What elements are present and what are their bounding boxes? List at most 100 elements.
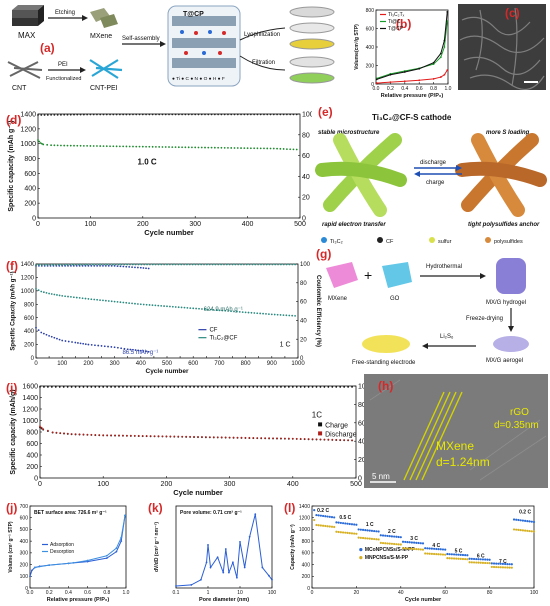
y-tick-label: 400 xyxy=(20,539,29,545)
data-point xyxy=(56,337,58,340)
data-point xyxy=(116,300,119,303)
data-point xyxy=(430,552,433,555)
data-point xyxy=(291,314,294,317)
data-point xyxy=(227,113,229,116)
x-tick-label: 0 xyxy=(311,590,314,596)
data-point xyxy=(267,574,270,577)
data-point xyxy=(530,530,533,533)
data-point xyxy=(72,561,75,564)
data-point xyxy=(461,553,465,557)
data-point xyxy=(66,144,69,147)
rate-label: 0.2 C xyxy=(317,508,329,514)
data-point xyxy=(233,310,235,313)
label-self-assembly: Self-assembly xyxy=(122,36,160,42)
data-point xyxy=(415,548,418,551)
legend-cf: CF xyxy=(386,239,394,245)
data-point xyxy=(142,267,145,269)
data-point xyxy=(96,298,99,301)
panel-e-legend: Ti₃C₂ CF sulfur polysulfides xyxy=(321,237,523,245)
data-point xyxy=(446,552,449,556)
data-point xyxy=(271,263,274,266)
data-point xyxy=(295,437,298,440)
data-point xyxy=(194,113,197,116)
data-point xyxy=(361,536,365,540)
x-tick-label: 500 xyxy=(350,481,362,488)
data-point xyxy=(418,67,421,70)
data-point xyxy=(470,561,473,564)
data-point xyxy=(46,143,49,146)
data-point xyxy=(331,386,334,388)
rate-label: 5 C xyxy=(455,548,463,554)
data-point xyxy=(243,113,246,116)
data-point xyxy=(40,114,43,116)
data-point xyxy=(42,143,45,146)
legend-label: Ti₃C₂Tₓ xyxy=(388,12,405,18)
data-point xyxy=(40,331,43,334)
data-point xyxy=(132,113,134,116)
data-point xyxy=(125,301,128,304)
data-point xyxy=(344,531,347,534)
data-point xyxy=(459,553,462,556)
data-point xyxy=(126,434,128,437)
data-point xyxy=(168,146,170,148)
data-point xyxy=(452,557,456,560)
rate-label: 0.5 C xyxy=(339,515,351,521)
panel-h: (h) rGO d=0.35nm MXene d=1.24nm 5 nm xyxy=(364,374,548,488)
data-point xyxy=(432,78,435,80)
y-tick-label: 200 xyxy=(24,343,35,349)
data-point xyxy=(419,542,422,545)
data-point xyxy=(105,557,108,560)
data-point xyxy=(58,294,61,297)
data-point xyxy=(488,558,491,561)
data-point xyxy=(43,386,45,388)
data-point xyxy=(386,534,389,538)
data-point xyxy=(166,305,168,308)
data-point xyxy=(512,518,516,521)
data-point xyxy=(118,113,121,116)
data-point xyxy=(481,561,485,564)
label-free-standing-electrode: Free-standing electrode xyxy=(352,360,416,366)
data-point xyxy=(35,287,37,290)
data-point xyxy=(55,431,58,434)
data-point xyxy=(287,437,290,440)
data-point xyxy=(84,264,87,267)
data-point xyxy=(443,73,446,76)
y2-axis-label: Coulombic Efficiency (%) xyxy=(315,275,321,347)
data-point xyxy=(191,263,194,266)
data-point xyxy=(211,263,214,266)
data-point xyxy=(388,542,391,545)
data-point xyxy=(260,437,263,439)
data-point xyxy=(244,311,247,314)
data-point xyxy=(497,562,500,565)
data-point xyxy=(205,561,208,564)
data-point xyxy=(50,335,53,338)
data-point xyxy=(510,566,513,569)
data-point xyxy=(268,263,271,266)
data-point xyxy=(446,10,449,13)
data-point xyxy=(443,46,446,48)
data-point xyxy=(477,561,480,564)
data-point xyxy=(439,56,442,59)
data-point xyxy=(266,113,269,116)
y2-tick-label: 100 xyxy=(358,383,370,390)
data-point xyxy=(122,301,125,304)
data-point xyxy=(94,263,97,266)
data-point xyxy=(216,436,219,439)
data-point xyxy=(161,113,164,116)
data-point xyxy=(361,528,365,531)
data-point xyxy=(299,386,302,388)
data-point xyxy=(254,513,257,516)
y-tick-label: 200 xyxy=(302,574,311,580)
data-point xyxy=(177,263,180,266)
y2-tick-label: 20 xyxy=(300,337,307,343)
data-point xyxy=(228,571,230,574)
x-axis-label: Relative pressure (P/P₀) xyxy=(381,93,444,99)
data-point xyxy=(148,113,151,116)
data-point xyxy=(133,386,136,388)
y-tick-label: 600 xyxy=(20,515,29,521)
data-point xyxy=(512,528,516,531)
y-axis-label: Specific capacity (mAh/g) xyxy=(10,389,17,474)
x-tick-label: 1 xyxy=(207,590,210,596)
data-point xyxy=(149,263,151,266)
label-filtration: Filtration xyxy=(252,60,275,66)
